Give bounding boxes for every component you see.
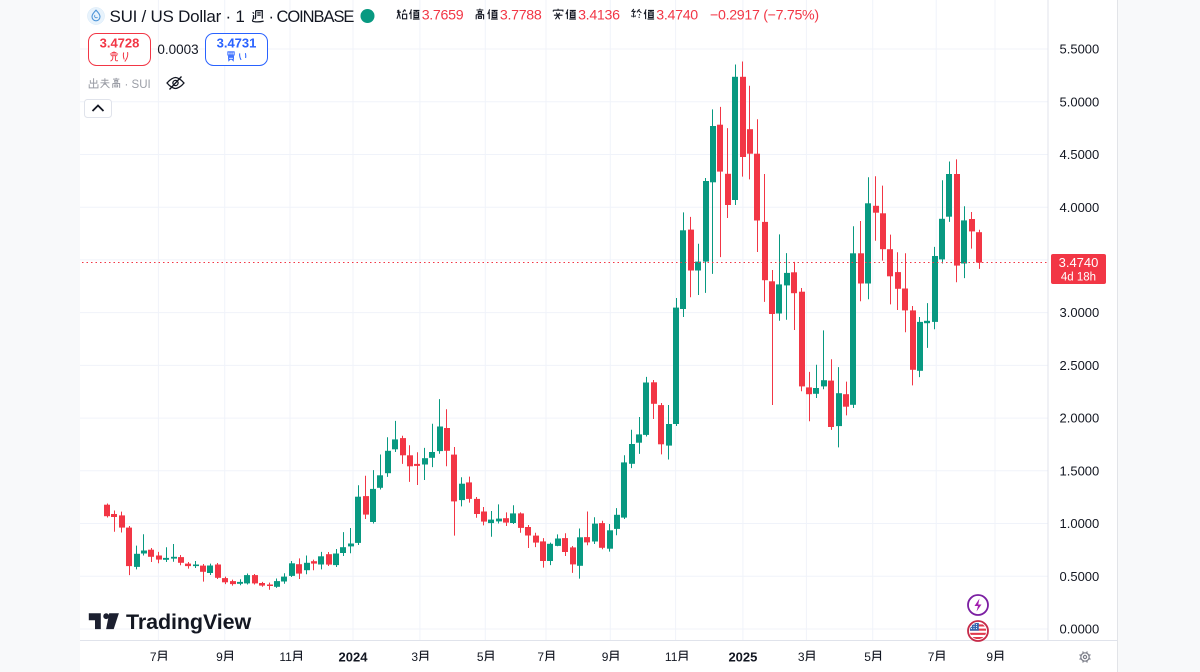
svg-text:3.0000: 3.0000 [1060,305,1100,320]
svg-text:3.7659: 3.7659 [422,8,464,24]
svg-text:4.5000: 4.5000 [1060,147,1100,162]
svg-text:0.5000: 0.5000 [1060,569,1100,584]
svg-text:5.0000: 5.0000 [1060,94,1100,109]
svg-text:7: 7 [150,650,157,664]
svg-text:7: 7 [537,650,544,664]
svg-text:2.5000: 2.5000 [1060,358,1100,373]
svg-text:0.0003: 0.0003 [157,42,198,57]
svg-text:3.4731: 3.4731 [217,36,257,51]
svg-text:2025: 2025 [728,650,757,665]
svg-text:9: 9 [216,650,223,664]
svg-text:4d 18h: 4d 18h [1061,272,1096,284]
svg-text:5: 5 [864,650,871,664]
svg-text:5.5000: 5.5000 [1060,42,1100,57]
svg-text:3: 3 [411,650,418,664]
svg-text:9: 9 [602,650,609,664]
svg-text:3: 3 [798,650,805,664]
svg-text:−0.2917 (−7.75%): −0.2917 (−7.75%) [710,8,819,24]
svg-text:3.7788: 3.7788 [500,8,542,24]
svg-text:3.4740: 3.4740 [1059,255,1099,270]
svg-text:1.5000: 1.5000 [1060,463,1100,478]
svg-text:2.0000: 2.0000 [1060,411,1100,426]
svg-text:9: 9 [986,650,993,664]
svg-text:TradingView: TradingView [126,610,252,634]
svg-text:SUI / US Dollar · 1: SUI / US Dollar · 1 [110,7,245,26]
svg-text:5: 5 [477,650,484,664]
svg-text:0.0000: 0.0000 [1060,622,1100,637]
svg-text:2024: 2024 [339,650,369,665]
svg-text:3.4136: 3.4136 [578,8,620,24]
svg-text:3.4740: 3.4740 [656,8,698,24]
svg-text:· SUI: · SUI [125,79,151,91]
svg-text:· COINBASE: · COINBASE [269,8,355,26]
svg-text:11: 11 [665,650,678,664]
svg-text:1.0000: 1.0000 [1060,516,1100,531]
svg-text:7: 7 [928,650,935,664]
svg-text:3.4728: 3.4728 [100,36,140,51]
svg-text:11: 11 [279,650,292,664]
svg-text:4.0000: 4.0000 [1060,200,1100,215]
